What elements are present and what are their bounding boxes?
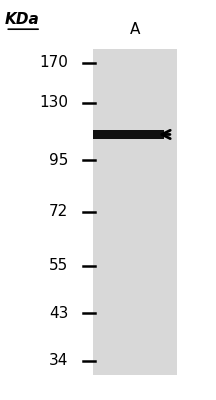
Text: KDa: KDa	[5, 12, 40, 27]
Text: 130: 130	[39, 95, 68, 110]
Text: 43: 43	[49, 306, 68, 321]
Text: 95: 95	[49, 153, 68, 168]
FancyBboxPatch shape	[93, 49, 177, 375]
FancyBboxPatch shape	[93, 130, 164, 139]
Text: 170: 170	[39, 56, 68, 70]
Text: A: A	[130, 22, 140, 37]
Text: 55: 55	[49, 258, 68, 273]
Text: 72: 72	[49, 204, 68, 220]
Text: 34: 34	[49, 353, 68, 368]
